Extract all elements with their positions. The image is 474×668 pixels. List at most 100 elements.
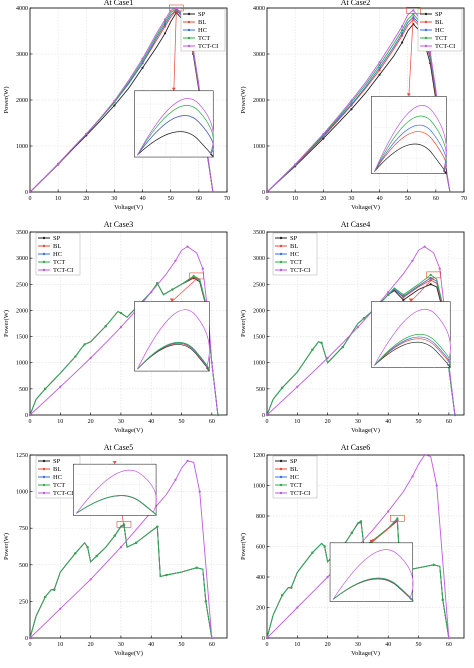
data-point-tct-ci <box>210 636 213 640</box>
legend-label: BL <box>435 19 443 26</box>
legend-label: SP <box>435 11 443 18</box>
zoom-arrowhead <box>171 87 176 91</box>
data-point-sp <box>400 41 404 44</box>
legend-label: TCT-CI <box>435 43 455 50</box>
y-tick-label: 800 <box>256 514 265 520</box>
data-point-tct <box>400 28 404 32</box>
x-tick-label: 50 <box>179 419 185 425</box>
legend-label: TCT <box>53 482 65 489</box>
data-point-tct-ci <box>350 99 353 102</box>
chart-svg: 0 10 20 30 40 50 60 0 500 1000 1500 2000 2500 3000 350… <box>3 230 228 434</box>
y-tick-label: 2000 <box>16 308 28 314</box>
zoom-region <box>426 271 441 279</box>
data-point-tct-ci <box>175 6 178 10</box>
legend-marker <box>42 491 46 495</box>
data-point-tct <box>341 345 344 349</box>
data-point-tct <box>387 293 390 296</box>
x-tick-label: 0 <box>266 196 269 202</box>
legend-marker <box>42 244 46 248</box>
chart-svg: 0 10 20 30 40 50 60 0 250 500 750 1000 1250 Voltage(V… <box>3 453 228 657</box>
zoom-arrowhead <box>112 461 117 465</box>
data-point-tct <box>323 545 326 548</box>
inset-zoom <box>329 542 414 602</box>
legend-marker <box>424 44 428 48</box>
data-point-tct <box>53 588 56 591</box>
legend-label: HC <box>53 474 62 481</box>
y-tick-label: 750 <box>19 526 28 532</box>
legend-marker <box>279 475 283 479</box>
data-point-tct-ci <box>150 291 153 294</box>
x-tick-label: 0 <box>266 419 269 425</box>
legend-marker <box>279 236 283 240</box>
legend-marker <box>42 459 46 463</box>
zoom-arrowhead <box>169 298 174 302</box>
x-tick-label: 60 <box>196 196 202 202</box>
legend-label: TCT-CI <box>290 490 310 497</box>
inset-curve-tct-ci <box>332 549 414 600</box>
data-point-tct <box>134 541 138 544</box>
inset-curve-sp <box>374 143 447 174</box>
x-tick-label: 20 <box>325 419 331 425</box>
data-point-tct-ci <box>326 575 329 579</box>
x-axis-label: Voltage(V) <box>114 427 143 434</box>
x-tick-label: 50 <box>405 196 411 202</box>
data-point-tct <box>320 341 323 344</box>
x-tick-label: 40 <box>140 196 146 202</box>
y-tick-label: 400 <box>256 575 265 581</box>
x-tick-label: 60 <box>209 419 215 425</box>
data-point-sp <box>113 104 116 107</box>
y-axis-label: Power(W) <box>240 310 247 337</box>
data-point-tct <box>192 274 195 278</box>
x-tick-label: 40 <box>385 642 391 648</box>
x-tick-label: 30 <box>118 642 124 648</box>
x-tick-label: 10 <box>55 196 61 202</box>
data-point-tct-ci <box>411 475 414 478</box>
data-point-sp <box>141 66 144 69</box>
y-axis-label: Power(W) <box>3 86 10 113</box>
x-tick-label: 70 <box>224 196 230 202</box>
series-line-tct <box>266 517 450 639</box>
legend-marker <box>279 483 283 487</box>
y-tick-label: 3000 <box>253 256 265 262</box>
y-tick-label: 1250 <box>16 453 28 459</box>
data-point-tct-ci <box>326 356 329 360</box>
legend-label: SP <box>198 11 206 18</box>
data-point-tct <box>350 531 353 534</box>
legend-marker <box>42 236 46 240</box>
data-point-tct <box>74 355 77 358</box>
data-point-hc <box>402 295 405 298</box>
x-tick-label: 40 <box>148 642 154 648</box>
inset-curve-tct <box>332 577 414 601</box>
x-tick-label: 0 <box>266 642 269 648</box>
chart-title: At Case6 <box>340 443 371 452</box>
legend-marker <box>279 268 283 272</box>
data-point-tct <box>165 573 168 577</box>
legend-label: BL <box>198 19 206 26</box>
data-point-tct <box>362 317 366 320</box>
data-point-tct <box>311 348 314 351</box>
x-axis-label: Voltage(V) <box>351 204 380 211</box>
chart-svg: 0 10 20 30 40 50 60 70 0 1000 2000 3000 4000 Voltage(… <box>3 4 230 211</box>
data-point-tct-ci <box>296 385 299 388</box>
zoom-arrow <box>410 277 434 302</box>
y-tick-label: 4000 <box>16 6 28 12</box>
inset-zoom <box>134 301 210 372</box>
data-point-tct-ci <box>387 510 390 513</box>
x-tick-label: 60 <box>446 642 452 648</box>
legend-marker <box>187 12 191 16</box>
data-point-sp <box>322 137 325 140</box>
legend-marker <box>187 44 191 48</box>
x-tick-label: 20 <box>320 196 326 202</box>
plot-frame <box>29 454 228 639</box>
x-tick-label: 20 <box>83 196 89 202</box>
x-tick-label: 30 <box>355 642 361 648</box>
inset-curve-tct-ci <box>374 105 447 172</box>
series-line-tct-ci <box>29 7 214 193</box>
data-point-tct-ci <box>356 326 360 329</box>
data-point-tct-ci <box>411 259 414 262</box>
x-tick-label: 10 <box>294 642 300 648</box>
data-point-sp <box>350 108 353 111</box>
